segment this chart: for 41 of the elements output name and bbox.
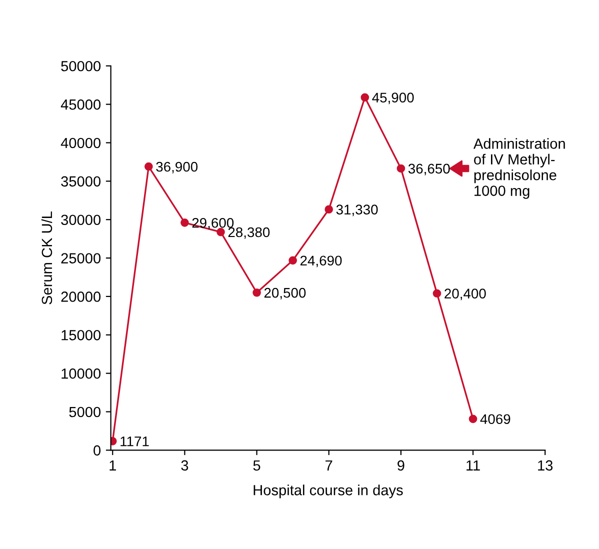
point: [324, 205, 334, 214]
y-tick-label: 10000: [62, 368, 101, 379]
point: [252, 288, 261, 297]
point: [468, 414, 478, 424]
point: [288, 256, 297, 265]
x-tick-label: 5: [253, 460, 260, 471]
y-tick-label: 50000: [61, 60, 101, 72]
data-label: 20,400: [444, 288, 486, 300]
annotation: Administration of IV Methyl- prednisolone 1000 mg: [473, 138, 565, 199]
y-tick-label: 45000: [60, 99, 101, 110]
data-label: 31,330: [336, 204, 378, 216]
y-tick-label: 35000: [61, 176, 101, 187]
y-tick-label: 25000: [61, 253, 101, 264]
data-label: 29,600: [192, 218, 234, 230]
point: [396, 164, 406, 173]
point: [432, 289, 442, 298]
x-axis-title: Hospital course in days: [254, 484, 403, 498]
point: [144, 162, 153, 171]
x-tick-label: 9: [398, 460, 404, 471]
x-tick-label: 3: [181, 460, 188, 471]
x-tick-label: 11: [466, 460, 480, 470]
x-tick-label: 13: [538, 460, 553, 471]
y-tick-label: 20000: [61, 292, 101, 302]
x-tick-label: 1: [110, 460, 116, 470]
y-tick-label: 15000: [62, 330, 101, 340]
y-tick-label: 5000: [69, 406, 101, 418]
y-tick-label: 40000: [60, 138, 101, 148]
point: [360, 93, 370, 102]
data-label: 24,690: [300, 256, 342, 268]
y-tick-label: 0: [94, 445, 101, 456]
point: [180, 218, 189, 227]
x-tick-label: 7: [326, 460, 332, 470]
data-label: 28,380: [228, 227, 270, 239]
y-axis-title: Serum CK U/L: [41, 212, 52, 304]
data-label: 45,900: [372, 92, 414, 104]
data-label: 36,900: [156, 162, 198, 174]
data-label: 4069: [480, 414, 510, 424]
data-label: 36,650: [408, 164, 450, 176]
data-label: 1171: [120, 436, 149, 446]
data-label: 20,500: [264, 288, 306, 300]
y-tick-label: 30000: [61, 214, 101, 226]
